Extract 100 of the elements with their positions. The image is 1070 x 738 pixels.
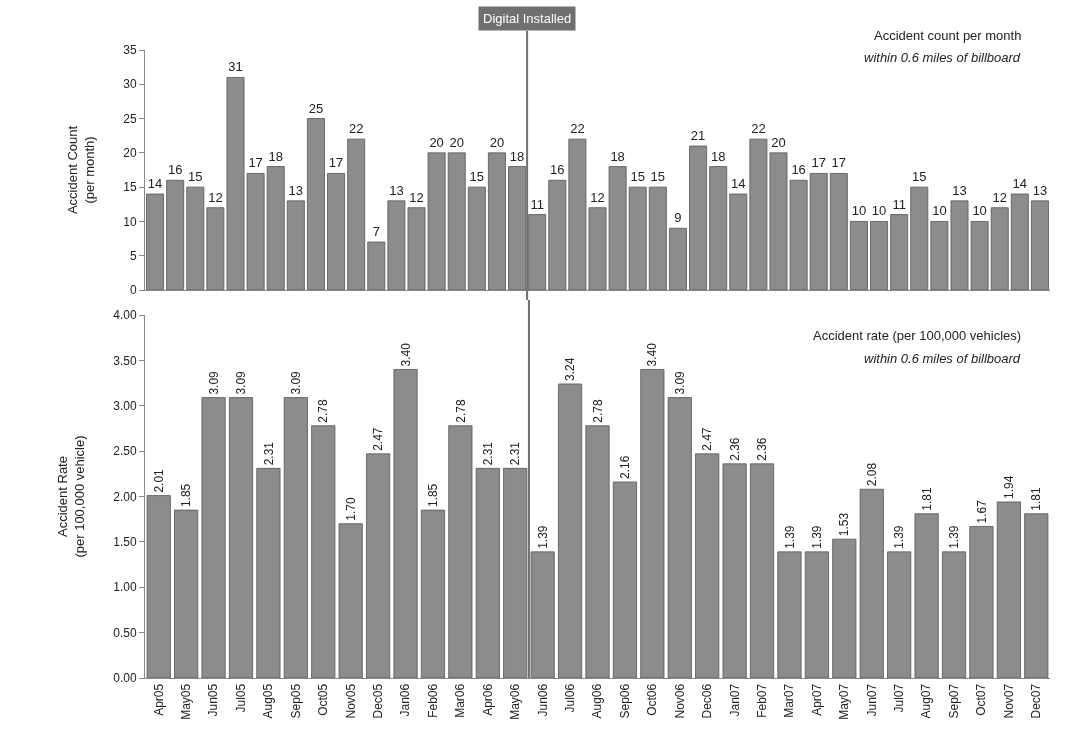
x-tick-label: Aug07 bbox=[919, 683, 934, 719]
data-label: 2.31 bbox=[480, 441, 495, 466]
data-label: 1.70 bbox=[343, 497, 358, 521]
data-label: 2.01 bbox=[151, 468, 166, 493]
data-label: 11 bbox=[892, 196, 906, 212]
data-label: 21 bbox=[690, 128, 706, 143]
x-tick-label: Aug05 bbox=[261, 683, 276, 719]
text: Accident count per month bbox=[874, 28, 1022, 43]
x-tick-label: Feb06 bbox=[425, 683, 440, 718]
data-label: 13 bbox=[1032, 182, 1048, 198]
data-label: 10 bbox=[932, 203, 947, 219]
x-tick-label: Jul05 bbox=[233, 683, 248, 713]
x-tick-label: Jul07 bbox=[892, 683, 907, 713]
y-tick-label: 3.50 bbox=[113, 353, 137, 368]
y-tick-label: 4.00 bbox=[113, 308, 137, 323]
annotation: within 0.6 miles of billboard bbox=[864, 50, 1021, 65]
data-label: 10 bbox=[871, 203, 887, 219]
data-label: 22 bbox=[348, 121, 364, 137]
y-tick-label: 25 bbox=[123, 111, 137, 126]
data-label: 14 bbox=[731, 176, 746, 191]
x-tick-label: Jun06 bbox=[535, 683, 550, 717]
data-label: 2.16 bbox=[618, 455, 633, 479]
x-tick-label: Sep07 bbox=[946, 683, 961, 719]
data-label: 2.31 bbox=[508, 441, 523, 466]
annotation: Accident rate (per 100,000 vehicles) bbox=[813, 328, 1022, 343]
data-label: 18 bbox=[710, 148, 726, 164]
x-tick-label: Feb07 bbox=[754, 683, 769, 718]
x-tick-label: Apr06 bbox=[480, 683, 495, 716]
data-label: 3.40 bbox=[398, 342, 413, 367]
y-tick-label: 10 bbox=[123, 214, 137, 229]
data-label: 22 bbox=[751, 121, 766, 137]
data-label: 20 bbox=[771, 134, 786, 150]
y-tick-label: 0.00 bbox=[113, 671, 137, 686]
data-label: 1.85 bbox=[426, 483, 441, 508]
x-tick-label: Nov05 bbox=[343, 683, 358, 719]
data-label: 2.47 bbox=[700, 427, 715, 451]
data-label: 3.09 bbox=[672, 370, 687, 395]
data-label: 14 bbox=[147, 176, 163, 191]
data-label: 2.08 bbox=[864, 462, 879, 487]
data-label: 1.67 bbox=[974, 499, 989, 524]
data-label: 18 bbox=[610, 148, 625, 164]
data-label: 20 bbox=[449, 134, 464, 150]
x-tick-label: Sep05 bbox=[288, 683, 303, 719]
y-axis-title: Accident Rate (per 100,000 vehicle) bbox=[55, 435, 88, 558]
x-tick-label: Dec07 bbox=[1029, 683, 1044, 719]
data-label: 1.81 bbox=[1029, 487, 1044, 511]
y-tick-label: 1.00 bbox=[113, 580, 137, 595]
x-tick-label: Aug06 bbox=[590, 683, 605, 719]
data-label: 13 bbox=[952, 182, 967, 198]
x-tick-label: Jun05 bbox=[206, 683, 221, 717]
data-label: 17 bbox=[831, 155, 847, 171]
x-tick-label: Mar06 bbox=[453, 683, 468, 718]
data-label: 16 bbox=[167, 162, 183, 178]
x-tick-label: Nov06 bbox=[672, 683, 687, 719]
data-label: 3.40 bbox=[645, 342, 660, 367]
x-tick-label: Jan07 bbox=[727, 683, 742, 717]
x-tick-label: Mar07 bbox=[782, 683, 797, 718]
data-label: 1.94 bbox=[1002, 475, 1017, 499]
data-label: 15 bbox=[469, 169, 485, 185]
data-label: 1.85 bbox=[179, 483, 194, 508]
data-label: 1.39 bbox=[535, 525, 550, 549]
data-label: 3.09 bbox=[206, 370, 221, 395]
y-tick-label: 2.50 bbox=[113, 444, 137, 459]
x-tick-label: Apr05 bbox=[151, 683, 166, 716]
data-label: 16 bbox=[550, 162, 565, 178]
data-label: 2.78 bbox=[453, 399, 468, 423]
data-label: 1.39 bbox=[810, 525, 825, 549]
data-label: 7 bbox=[372, 224, 380, 239]
data-label: 12 bbox=[590, 189, 605, 205]
x-tick-label: May05 bbox=[179, 683, 194, 720]
data-label: 15 bbox=[188, 169, 203, 185]
data-label: 2.36 bbox=[727, 437, 742, 461]
data-label: 9 bbox=[674, 210, 682, 226]
data-label: 2.78 bbox=[590, 399, 605, 423]
data-label: 12 bbox=[208, 189, 223, 205]
data-label: 10 bbox=[851, 203, 867, 219]
x-tick-label: Dec05 bbox=[371, 683, 386, 719]
data-label: 22 bbox=[570, 121, 585, 137]
data-label: 1.39 bbox=[892, 525, 907, 549]
x-tick-label: May06 bbox=[508, 683, 523, 720]
data-label: 10 bbox=[972, 203, 987, 219]
x-tick-label: Oct05 bbox=[316, 683, 331, 716]
data-label: 1.53 bbox=[837, 512, 852, 537]
data-label: 17 bbox=[811, 155, 826, 171]
x-tick-label: Sep06 bbox=[617, 683, 632, 719]
y-tick-label: 0 bbox=[129, 283, 137, 298]
data-label: 14 bbox=[1012, 176, 1028, 191]
data-label: 15 bbox=[912, 169, 927, 185]
data-label: 2.78 bbox=[316, 399, 331, 423]
y-tick-label: 3.00 bbox=[113, 398, 137, 413]
data-label: 1.39 bbox=[947, 525, 962, 549]
y-tick-label: 30 bbox=[123, 77, 137, 92]
y-tick-label: 20 bbox=[123, 146, 137, 161]
data-label: 3.09 bbox=[288, 370, 303, 395]
data-label: 15 bbox=[650, 169, 666, 185]
x-tick-label: Jan06 bbox=[398, 683, 413, 717]
data-label: 17 bbox=[248, 155, 263, 171]
data-label: 13 bbox=[389, 182, 404, 198]
y-tick-label: 15 bbox=[123, 180, 137, 195]
data-label: 11 bbox=[530, 196, 544, 212]
